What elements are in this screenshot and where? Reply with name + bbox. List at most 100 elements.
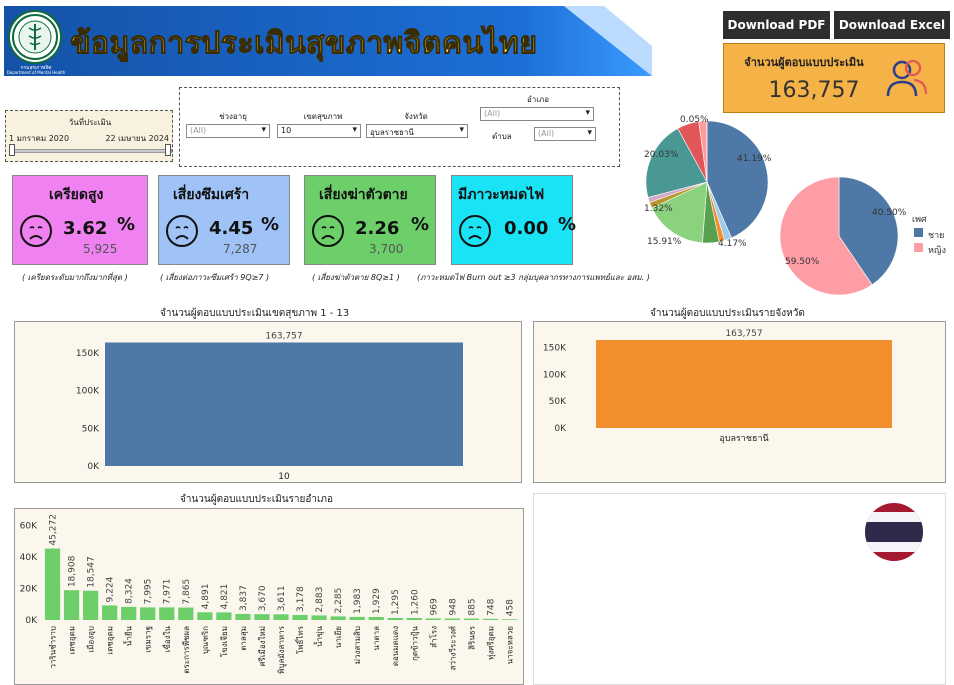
x-tick-label: เดชอุดม <box>68 626 77 655</box>
bar[interactable] <box>463 618 480 620</box>
subdistrict-filter-label: ตำบล <box>492 132 512 141</box>
bar[interactable] <box>425 618 441 620</box>
age-pie-chart <box>645 120 769 244</box>
bar[interactable] <box>159 607 175 620</box>
bar[interactable] <box>368 616 384 620</box>
bar[interactable] <box>102 605 118 620</box>
bar[interactable] <box>387 617 403 620</box>
province-chart-title: จำนวนผู้ตอบแบบประเมินรายจังหวัด <box>650 308 805 319</box>
pie-slice[interactable] <box>645 128 708 198</box>
bar-value-label: 4,891 <box>201 584 211 610</box>
bar[interactable] <box>330 616 346 620</box>
female-legend-label: หญิง <box>928 246 946 256</box>
bar-value-label: 7,995 <box>144 579 154 605</box>
kpi-card-stress: เครียดสูง 3.62% 5,925 <box>12 175 148 265</box>
bar[interactable] <box>273 614 289 620</box>
province-filter-label: จังหวัด <box>404 112 428 121</box>
caduceus-icon <box>12 14 58 60</box>
download-pdf-button[interactable]: Download PDF <box>723 11 830 39</box>
district-chart-title: จำนวนผู้ตอบแบบประเมินรายอำเภอ <box>180 494 334 505</box>
bar[interactable] <box>63 590 80 620</box>
bar[interactable] <box>216 612 232 620</box>
kpi-note: ( เสี่ยงฆ่าตัวตาย 8Q≥1 ) <box>312 273 400 282</box>
region-chart-panel: 0K 50K 100K 150K 163,757 10 <box>14 321 522 483</box>
female-legend-swatch <box>914 243 923 252</box>
bar[interactable] <box>235 613 251 620</box>
bar[interactable] <box>121 606 137 620</box>
kpi-note: (ภาวะหมดไฟ Burn out ≥3 กลุ่มบุคลากรทางกา… <box>417 273 650 282</box>
bar[interactable] <box>501 619 518 620</box>
bar[interactable] <box>292 614 308 620</box>
date-start-handle[interactable] <box>9 144 15 156</box>
face-icon <box>20 215 52 247</box>
bar-value-label: 18,547 <box>87 556 97 588</box>
bar[interactable] <box>254 614 270 620</box>
y-tick-label: 150K <box>543 343 567 353</box>
age-pie-label: 41.19% <box>737 154 772 164</box>
male-legend-label: ชาย <box>928 231 945 241</box>
x-tick-label: ทุ่งศรีอุดม <box>486 626 495 660</box>
bar[interactable] <box>406 618 422 620</box>
province-bar-chart: 0K 50K 100K 150K 163,757 อุบลราชธานี <box>543 329 892 444</box>
bar-value-label: 1,983 <box>353 588 363 614</box>
bar[interactable] <box>596 340 892 428</box>
bar-value-label: 2,883 <box>315 587 325 613</box>
department-logo <box>8 10 62 64</box>
y-tick-label: 0K <box>25 616 38 626</box>
y-tick-label: 60K <box>20 521 38 531</box>
pie-slice[interactable] <box>838 176 899 286</box>
x-tick-label: สิรินธร <box>467 625 476 650</box>
date-filter-label: วันที่ประเมิน <box>68 118 112 127</box>
date-end-handle[interactable] <box>165 144 171 156</box>
kpi-count: 3,700 <box>369 242 404 256</box>
bar[interactable] <box>82 590 99 620</box>
gender-legend-title: เพศ <box>912 215 927 225</box>
x-tick-label: ม่วงสามสิบ <box>353 626 362 664</box>
bar-value-label: 9,224 <box>106 576 116 602</box>
region-bar-chart: 0K 50K 100K 150K 163,757 10 <box>76 331 463 482</box>
face-icon <box>459 215 491 247</box>
bar[interactable] <box>349 616 365 620</box>
bar-value-label: 7,865 <box>182 579 192 605</box>
district-bar-chart: 0K 20K 40K 60K 45,272 วารินชำราบ 18,908 เดชอุดม… <box>20 514 518 674</box>
bar[interactable] <box>444 618 460 620</box>
province-select[interactable]: อุบลราชธานี <box>366 124 468 138</box>
x-tick-label: นาเยีย <box>334 626 343 648</box>
pie-slice[interactable] <box>779 176 873 296</box>
province-chart-panel: 0K 50K 100K 150K 163,757 อุบลราชธานี <box>533 321 946 483</box>
bar-value-label: 1,929 <box>372 588 382 614</box>
kpi-title: เครียดสูง <box>49 187 104 203</box>
respondents-value: 163,757 <box>768 78 860 103</box>
bar-value-label: 7,971 <box>163 579 173 605</box>
bar[interactable] <box>44 548 61 620</box>
region-select[interactable]: 10 <box>277 124 361 138</box>
kpi-card-burnout: มีภาวะหมดไฟ 0.00% <box>451 175 576 265</box>
pie-slice[interactable] <box>651 181 708 244</box>
x-tick-label: บุณฑริก <box>201 626 210 654</box>
y-tick-label: 50K <box>549 397 567 407</box>
page-title: ข้อมูลการประเมินสุขภาพจิตคนไทย <box>69 26 538 62</box>
y-tick-label: 0K <box>554 424 567 434</box>
bar[interactable] <box>140 607 156 620</box>
bar[interactable] <box>311 615 327 620</box>
bar-value-label: 163,757 <box>265 331 302 341</box>
bar[interactable] <box>178 607 194 620</box>
age-pie-label: 20.03% <box>644 150 679 160</box>
district-select[interactable]: (All) <box>480 107 594 121</box>
date-range-slider[interactable] <box>12 149 172 153</box>
pie-slice[interactable] <box>706 120 769 239</box>
bar[interactable] <box>197 612 213 620</box>
subdistrict-select[interactable]: (All) <box>534 127 596 141</box>
kpi-count: 5,925 <box>83 242 118 256</box>
download-excel-button[interactable]: Download Excel <box>834 11 950 39</box>
bar-value-label: 18,908 <box>68 555 78 587</box>
bar[interactable] <box>482 618 499 620</box>
age-select[interactable]: (All) <box>186 124 270 138</box>
x-tick-label: ศรีเมืองใหม่ <box>258 626 267 667</box>
flag-panel <box>533 493 946 685</box>
x-tick-label: เดชอุดม <box>106 626 115 655</box>
bar[interactable] <box>105 342 463 466</box>
x-tick-label: โขงเจียม <box>219 626 229 657</box>
y-tick-label: 100K <box>543 370 567 380</box>
logo-caption-en: Department of Mental Health <box>6 70 66 75</box>
